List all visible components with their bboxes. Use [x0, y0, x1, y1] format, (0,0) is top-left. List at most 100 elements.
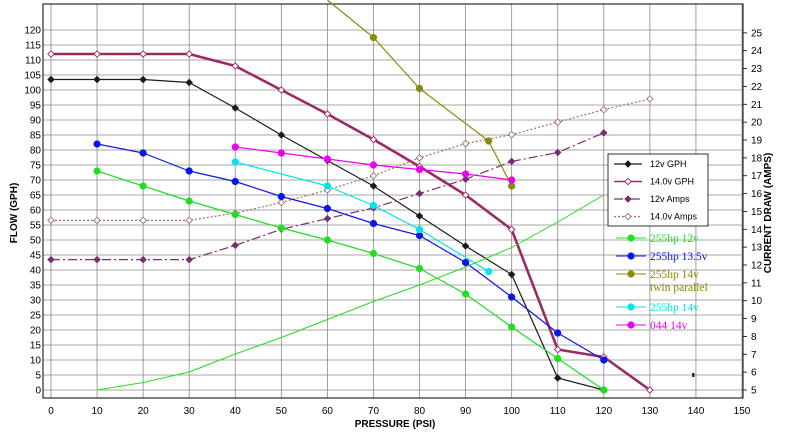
x-tick-label: 10: [92, 406, 104, 417]
data-point: [369, 171, 378, 180]
data-point: [185, 216, 194, 225]
y2-tick-label: 15: [751, 207, 763, 218]
y-tick-label: 5: [35, 371, 41, 382]
data-point: [484, 267, 493, 276]
y-tick-label: 45: [30, 251, 42, 262]
data-point: [600, 386, 608, 394]
grid-lines: [43, 4, 743, 398]
data-point: [231, 158, 239, 166]
series-255hp-14v-twin-parallel: [327, 0, 516, 190]
data-point: [415, 264, 424, 273]
data-point: [554, 354, 562, 363]
data-point: [508, 176, 516, 184]
data-point: [507, 270, 516, 279]
data-point: [627, 234, 635, 242]
x-tick-label: 100: [503, 406, 520, 417]
series-line: [96, 143, 605, 361]
y2-tick-label: 18: [751, 153, 763, 164]
y-tick-label: 115: [25, 41, 41, 52]
series-layer: [47, 0, 695, 394]
data-point: [47, 75, 55, 84]
data-point: [461, 175, 470, 184]
legend-label: twin parallel: [650, 282, 708, 294]
y2-tick-label: 11: [751, 278, 762, 289]
data-point: [93, 50, 101, 58]
y2-tick-label: 12: [751, 261, 763, 272]
data-point: [508, 323, 516, 331]
y-tick-label: 35: [30, 281, 42, 292]
series-14-0v-gph: [47, 50, 654, 394]
y2-tick-label: 16: [751, 189, 763, 200]
legend-label: 255hp 12v: [650, 233, 699, 245]
y2-tick-label: 14: [751, 225, 763, 236]
data-point: [624, 160, 632, 168]
data-point: [599, 105, 608, 114]
y-tick-label: 0: [35, 386, 41, 397]
y-tick-label: 40: [30, 266, 42, 277]
data-point: [508, 293, 516, 301]
data-point: [415, 189, 424, 198]
y2-tick-label: 20: [751, 118, 763, 129]
legend-label: 044 14v: [650, 320, 688, 332]
data-point: [139, 255, 147, 264]
data-point: [185, 50, 194, 58]
y-tick-label: 70: [30, 176, 42, 187]
data-point: [646, 95, 654, 103]
y-tick-label: 60: [30, 206, 42, 217]
legend-label: 14.0v GPH: [650, 177, 694, 187]
y2-tick-label: 23: [751, 64, 763, 75]
x-tick-label: 130: [642, 406, 659, 417]
data-point: [231, 177, 239, 186]
data-point: [507, 157, 516, 166]
data-point: [47, 50, 55, 58]
data-point: [323, 214, 332, 223]
data-point: [93, 140, 101, 148]
data-point: [231, 241, 240, 250]
data-point: [624, 212, 632, 221]
legend-label: 255hp 13.5v: [650, 251, 708, 263]
y-tick-label: 55: [30, 221, 42, 232]
y-tick-label: 20: [30, 326, 42, 337]
data-point: [624, 195, 632, 203]
y-tick-label: 30: [30, 296, 42, 307]
data-point: [47, 255, 55, 264]
data-point: [323, 110, 332, 118]
series-255hp-14v: [231, 158, 493, 276]
data-point: [484, 137, 493, 145]
series-255hp-13-5v: [93, 140, 608, 364]
x-tick-label: 150: [734, 406, 751, 417]
data-point: [231, 210, 239, 219]
y2-tick-label: 17: [751, 171, 763, 182]
y2-tick-label: 7: [751, 350, 757, 361]
series-line: [96, 194, 605, 391]
data-point: [369, 201, 378, 210]
data-point: [277, 131, 286, 139]
data-point: [323, 182, 332, 190]
y2-tick-label: 25: [751, 28, 763, 39]
data-point: [461, 258, 470, 267]
data-point: [323, 155, 332, 163]
data-point: [627, 252, 635, 260]
y-tick-label: 110: [25, 56, 41, 67]
data-point: [461, 191, 470, 199]
data-point: [624, 177, 632, 186]
x-tick-label: 140: [688, 406, 705, 417]
x-tick-label: 50: [276, 406, 288, 417]
data-point: [231, 104, 240, 112]
x-axis-title: PRESSURE (PSI): [355, 419, 436, 430]
y2-axis-title: CURRENT DRAW (AMPS): [763, 153, 774, 274]
data-point: [553, 374, 562, 382]
y-tick-label: 75: [30, 161, 42, 172]
data-point: [185, 255, 194, 264]
data-point: [139, 216, 147, 225]
data-point: [277, 224, 285, 232]
y-tick-label: 100: [24, 86, 41, 97]
x-tick-label: 0: [48, 406, 54, 417]
y2-tick-label: 6: [751, 368, 757, 379]
x-tick-label: 90: [460, 406, 472, 417]
data-point: [646, 386, 654, 394]
data-point: [139, 50, 147, 58]
data-point: [461, 290, 470, 298]
x-tick-label: 20: [138, 406, 150, 417]
